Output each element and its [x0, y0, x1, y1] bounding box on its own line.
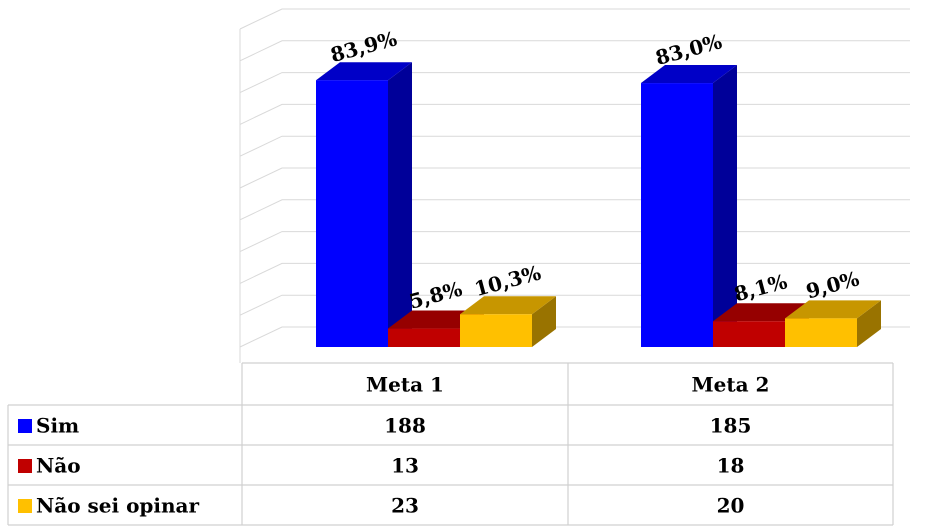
table-cell: 185: [710, 414, 752, 438]
table-cell: 13: [391, 454, 419, 478]
bar-side: [857, 300, 881, 347]
bar-side: [713, 65, 737, 347]
bar: [641, 65, 737, 347]
data-label: 9,0%: [804, 266, 862, 303]
bar-side: [532, 296, 556, 347]
bar-front: [713, 321, 785, 347]
legend-label: Não sei opinar: [36, 494, 200, 518]
bar: [785, 300, 881, 347]
bar-front: [641, 83, 713, 347]
data-label: 83,9%: [328, 26, 400, 67]
table-header: Meta 2: [692, 373, 770, 397]
grid-line: [239, 8, 910, 30]
data-label: 5,8%: [407, 277, 465, 314]
table-cell: 18: [717, 454, 745, 478]
bar-top: [460, 296, 556, 315]
bar-front: [785, 318, 857, 347]
legend-label: Não: [36, 454, 81, 478]
bar-top: [785, 300, 881, 319]
bar: [316, 62, 412, 348]
table-cell: 20: [717, 494, 745, 518]
bar-front: [388, 328, 460, 347]
bar-front: [316, 80, 388, 347]
legend-swatch: [18, 499, 32, 513]
table-cell: 188: [384, 414, 426, 438]
bar-side: [388, 62, 412, 348]
data-label: 83,0%: [653, 29, 725, 70]
legend-swatch: [18, 459, 32, 473]
bar: [460, 296, 556, 347]
legend-label: Sim: [36, 414, 79, 438]
legend-swatch: [18, 419, 32, 433]
bar-top: [641, 65, 737, 84]
data-label: 8,1%: [732, 269, 790, 306]
table-cell: 23: [391, 494, 419, 518]
grid-line: [239, 40, 910, 62]
bar-top: [316, 62, 412, 81]
bar-front: [460, 314, 532, 347]
bar-top: [713, 303, 809, 322]
table-header: Meta 1: [366, 373, 444, 397]
